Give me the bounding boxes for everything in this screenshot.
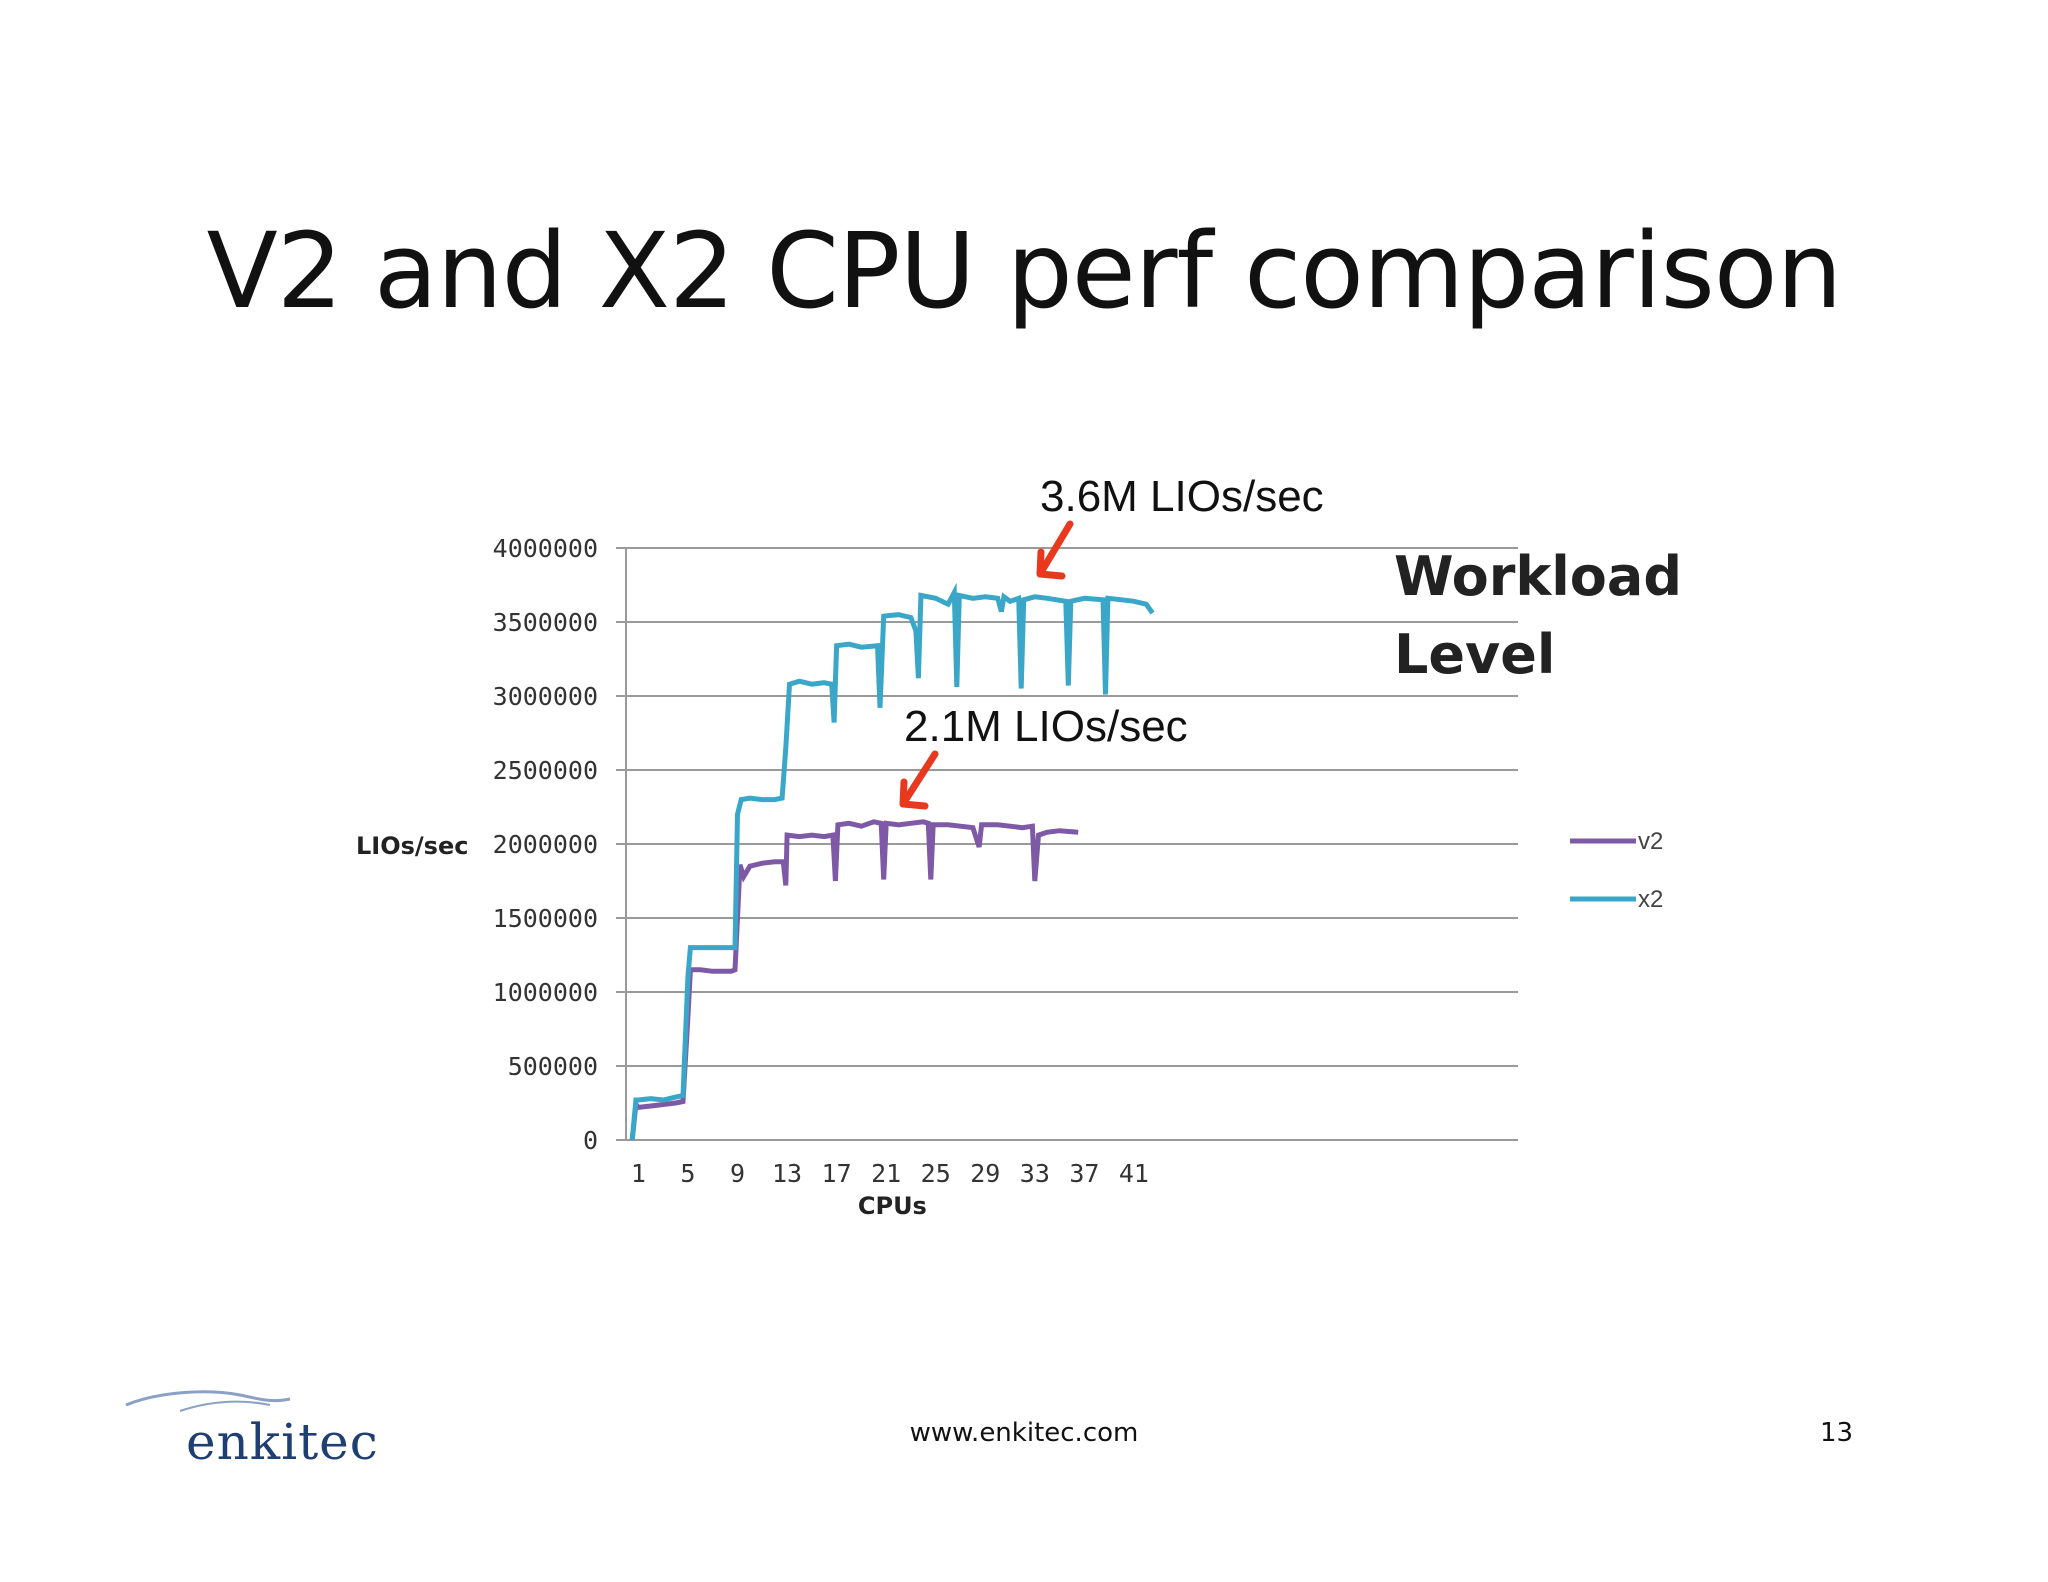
y-tick-labels: 0 500000 1000000 1500000 2000000 2500000 30000…	[493, 534, 598, 1155]
logo-text: enkitec	[186, 1413, 379, 1471]
x2-peak-arrow-icon	[1036, 520, 1074, 580]
x-tick-label: 21	[871, 1159, 901, 1188]
x-tick-label: 37	[1069, 1159, 1099, 1188]
x-tick-label: 9	[730, 1159, 745, 1188]
footer-url: www.enkitec.com	[909, 1418, 1139, 1448]
chart-grid	[616, 547, 1518, 1141]
logo-swoosh-icon	[125, 1390, 291, 1412]
workload-label-line1: Workload	[1394, 545, 1682, 608]
series-line-v2	[629, 819, 1079, 1141]
v2-peak-arrow-icon	[899, 750, 939, 810]
y-tick-label: 1000000	[493, 978, 598, 1007]
x-tick-label: 33	[1020, 1159, 1050, 1188]
x-tick-label: 1	[631, 1159, 646, 1188]
x2-peak-callout: 3.6M LIOs/sec	[1040, 472, 1324, 521]
y-tick-label: 3500000	[493, 608, 598, 637]
v2-peak-callout: 2.1M LIOs/sec	[904, 702, 1188, 751]
workload-label-line2: Level	[1394, 623, 1556, 686]
y-axis-title: LIOs/sec	[356, 832, 468, 860]
y-tick-label: 1500000	[493, 904, 598, 933]
y-tick-label: 2500000	[493, 756, 598, 785]
y-tick-label: 4000000	[493, 534, 598, 563]
x-tick-label: 41	[1119, 1159, 1149, 1188]
x-tick-labels: 1 5 9 13 17 21 25 29 33 37 41	[631, 1159, 1149, 1188]
series-line-x2	[629, 582, 1155, 1141]
legend-label-x2: x2	[1638, 886, 1663, 913]
y-tick-label: 500000	[508, 1052, 598, 1081]
x-tick-label: 29	[970, 1159, 1000, 1188]
page-number: 13	[1820, 1418, 1854, 1448]
y-tick-label: 0	[583, 1126, 598, 1155]
x-tick-label: 13	[772, 1159, 802, 1188]
x-tick-label: 5	[680, 1159, 695, 1188]
y-tick-label: 3000000	[493, 682, 598, 711]
series-lines	[629, 582, 1155, 1141]
workload-level-label: Workload Level	[1394, 538, 1682, 694]
chart-legend: v2 x2	[1570, 828, 1663, 913]
annotation-arrows	[899, 520, 1074, 810]
enkitec-logo: enkitec	[120, 1385, 420, 1475]
x-tick-label: 25	[921, 1159, 951, 1188]
y-tick-label: 2000000	[493, 830, 598, 859]
x-axis-title: CPUs	[858, 1192, 927, 1220]
x-tick-label: 17	[822, 1159, 852, 1188]
legend-label-v2: v2	[1638, 828, 1663, 855]
slide-title: V2 and X2 CPU perf comparison	[206, 210, 1843, 332]
